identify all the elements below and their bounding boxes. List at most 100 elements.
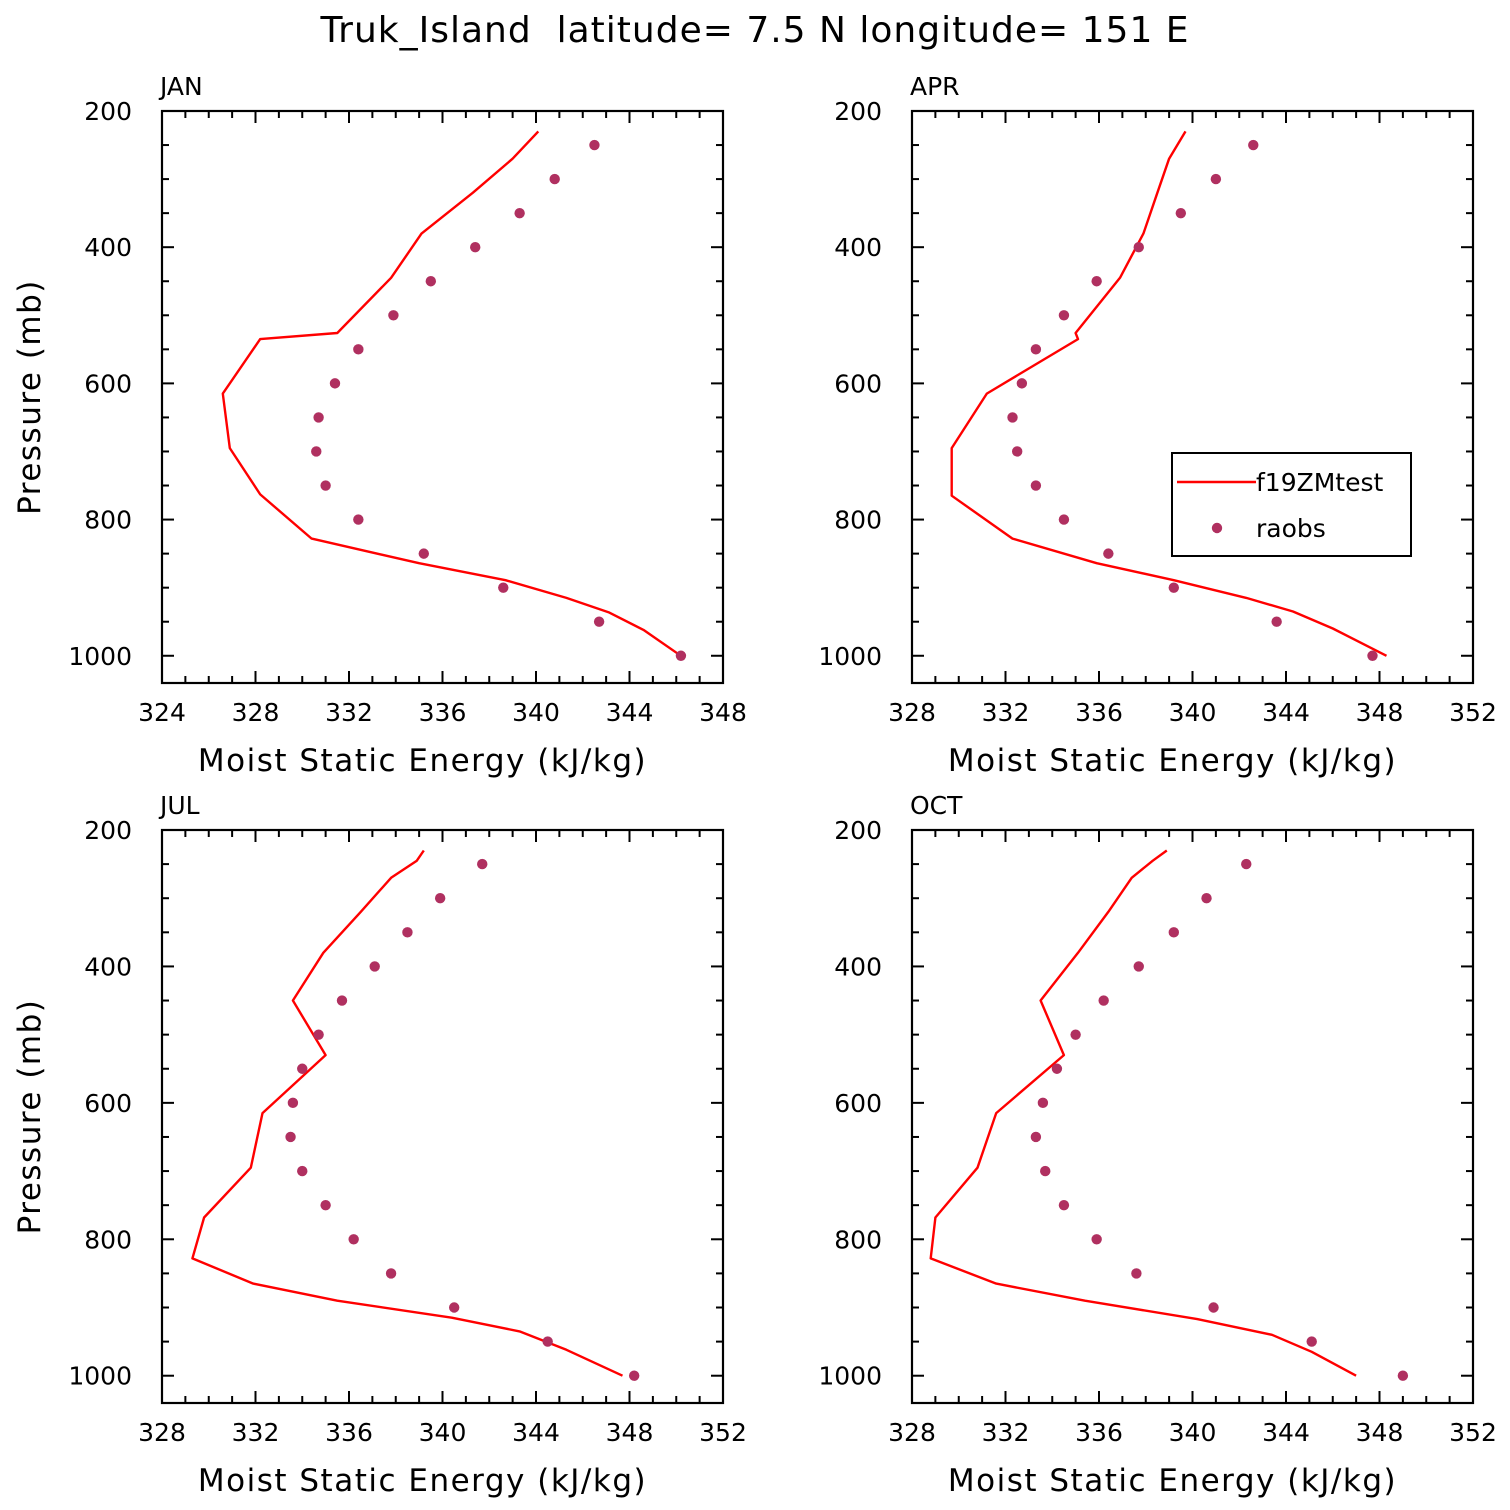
panel-jan: 324 328 332 336 340 344 348 200 400 600 800 1000 JAN…: [12, 72, 747, 779]
x-tick-label: 332: [982, 698, 1030, 727]
x-tick-label: 332: [232, 1418, 280, 1447]
y-tick-label: 800: [84, 506, 132, 535]
data-point-raobs: [628, 1370, 640, 1381]
data-point-raobs: [1016, 378, 1028, 389]
y-tick-label: 400: [84, 952, 132, 981]
data-point-raobs: [418, 548, 429, 559]
y-tick-label: 1000: [818, 1362, 882, 1391]
data-point-raobs: [1051, 1063, 1063, 1074]
data-point-raobs: [329, 378, 341, 389]
x-tick-label: 344: [1262, 698, 1310, 727]
data-point-raobs: [1058, 514, 1070, 525]
data-point-raobs: [675, 650, 687, 661]
y-tick-label: 600: [834, 1089, 882, 1118]
data-point-raobs: [1091, 1234, 1102, 1245]
data-point-raobs: [1271, 616, 1282, 627]
data-point-raobs: [313, 412, 324, 423]
x-tick-label: 324: [138, 698, 186, 727]
x-tick-label: 328: [888, 698, 936, 727]
panel-title: OCT: [910, 791, 963, 820]
data-point-raobs: [1210, 173, 1222, 185]
data-point-raobs: [514, 207, 525, 219]
panel-title: JUL: [158, 791, 200, 820]
data-point-raobs: [593, 616, 605, 627]
x-axis-label: Moist Static Energy (kJ/kg): [948, 1463, 1397, 1499]
data-point-raobs: [287, 1097, 299, 1109]
x-tick-label: 352: [699, 1418, 747, 1447]
y-tick-label: 800: [834, 1225, 882, 1254]
data-point-raobs: [1201, 893, 1212, 904]
data-point-raobs: [1058, 310, 1070, 321]
data-point-raobs: [320, 480, 331, 491]
y-tick-label: 600: [84, 369, 132, 398]
y-tick-label: 400: [834, 952, 882, 981]
data-point-raobs: [385, 1268, 397, 1279]
data-point-raobs: [470, 241, 481, 253]
y-tick-label: 800: [84, 1225, 132, 1254]
series-line-f19ZMtest: [191, 849, 624, 1377]
data-point-raobs: [297, 1063, 308, 1074]
panel-title: APR: [910, 72, 960, 101]
x-tick-label: 348: [699, 698, 747, 727]
data-point-raobs: [313, 1029, 324, 1040]
x-axis-label: Moist Static Energy (kJ/kg): [198, 743, 647, 779]
x-tick-label: 344: [1262, 1418, 1310, 1447]
data-point-raobs: [1030, 480, 1042, 491]
panel-apr: 328 332 336 340 344 348 352 200 400 600 800 1000 APR…: [818, 72, 1496, 779]
data-point-raobs: [498, 582, 509, 593]
data-point-raobs: [1030, 1131, 1042, 1143]
x-tick-label: 344: [512, 1418, 560, 1447]
data-point-raobs: [1248, 139, 1259, 151]
data-point-raobs: [589, 139, 600, 151]
legend-marker-swatch: [1211, 522, 1223, 534]
data-point-raobs: [1133, 961, 1144, 972]
y-tick-label: 200: [834, 816, 882, 845]
data-point-raobs: [1131, 1268, 1142, 1279]
x-tick-label: 332: [982, 1418, 1030, 1447]
data-point-raobs: [336, 995, 348, 1006]
data-point-raobs: [1241, 858, 1252, 870]
data-point-raobs: [434, 893, 446, 904]
y-tick-label: 1000: [68, 642, 132, 671]
x-tick-label: 340: [1169, 698, 1217, 727]
data-point-raobs: [1037, 1097, 1049, 1109]
data-point-raobs: [1168, 927, 1180, 938]
data-point-raobs: [425, 276, 437, 287]
data-point-raobs: [353, 514, 364, 525]
plot-frame: [910, 109, 1475, 685]
data-point-raobs: [402, 927, 413, 938]
data-point-raobs: [1306, 1336, 1317, 1347]
x-axis-label: Moist Static Energy (kJ/kg): [198, 1463, 647, 1499]
x-tick-label: 352: [1449, 1418, 1497, 1447]
legend-label: raobs: [1256, 514, 1326, 543]
panel-oct: 328 332 336 340 344 348 352 200 400 600 800 1000 OCT…: [818, 791, 1496, 1499]
y-axis-label: Pressure (mb): [12, 999, 48, 1235]
data-point-raobs: [1030, 344, 1042, 355]
x-tick-label: 340: [1169, 1418, 1217, 1447]
y-tick-label: 1000: [818, 642, 882, 671]
x-tick-label: 336: [1075, 698, 1123, 727]
x-tick-label: 336: [325, 1418, 373, 1447]
data-point-raobs: [285, 1131, 296, 1143]
data-point-raobs: [311, 446, 322, 457]
data-point-raobs: [1175, 207, 1187, 219]
y-tick-label: 800: [834, 506, 882, 535]
panel-jul: 328 332 336 340 344 348 352 200 400 600 800 1000 JUL…: [12, 791, 747, 1499]
y-tick-label: 200: [834, 97, 882, 126]
y-tick-label: 600: [834, 369, 882, 398]
data-point-raobs: [369, 961, 380, 972]
data-point-raobs: [320, 1199, 331, 1211]
data-point-raobs: [1070, 1029, 1081, 1040]
legend: f19ZMtest raobs: [1171, 452, 1412, 557]
data-point-raobs: [297, 1165, 308, 1177]
data-point-raobs: [1040, 1165, 1051, 1177]
x-tick-label: 328: [888, 1418, 936, 1447]
x-tick-label: 348: [1356, 1418, 1404, 1447]
x-tick-label: 352: [1449, 698, 1497, 727]
x-tick-label: 332: [325, 698, 373, 727]
panel-title: JAN: [158, 72, 203, 101]
series-line-f19ZMtest: [929, 849, 1357, 1377]
data-point-raobs: [1103, 548, 1114, 559]
y-tick-label: 600: [84, 1089, 132, 1118]
data-point-raobs: [1098, 995, 1109, 1006]
